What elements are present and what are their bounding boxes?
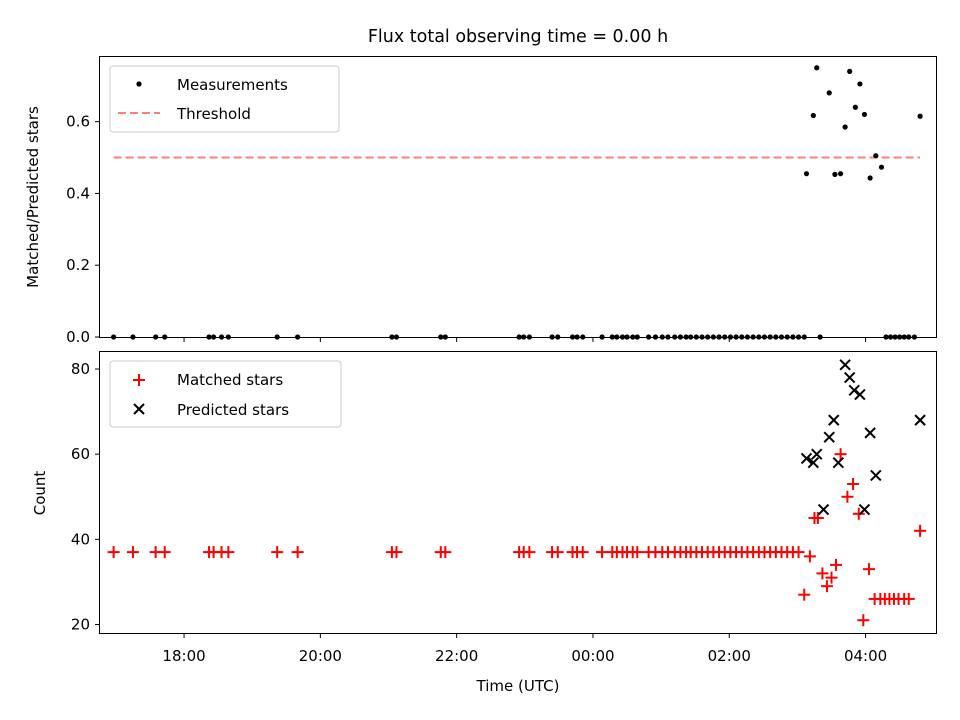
measurement-point [810, 112, 816, 119]
top-panel: 0.0 0.2 0.4 0.6 Matched/Predicted stars Mea… [24, 56, 937, 346]
bottom-ylabel: Count [31, 471, 49, 516]
measurement-point [832, 171, 838, 177]
bottom-xlabel: Time (UTC) [476, 677, 560, 695]
matched-star-point [803, 550, 816, 563]
legend-measurements-marker [136, 81, 142, 87]
measurement-point [803, 171, 810, 177]
predicted-star-point [854, 388, 866, 401]
top-y-ticks: 0.0 0.2 0.4 0.6 [66, 113, 100, 346]
top-legend-box [109, 65, 340, 133]
matched-star-point [596, 546, 609, 559]
matched-star-point [811, 512, 824, 525]
bottom-y-tick-label: 80 [71, 360, 90, 378]
predicted-star-point [832, 456, 845, 469]
predicted-star-point [811, 448, 823, 460]
legend-predicted-marker [133, 403, 145, 415]
matched-star-point [551, 546, 564, 559]
measurement-point [852, 104, 858, 110]
matched-star-point [222, 546, 235, 559]
predicted-star-point [848, 384, 860, 397]
bottom-legend-box [109, 360, 342, 428]
bottom-y-tick-label: 20 [71, 615, 90, 633]
measurement-point [867, 175, 873, 181]
bottom-x-tick-label: 22:00 [435, 647, 478, 665]
top-y-tick-label: 0.4 [66, 184, 90, 202]
top-y-tick-label: 0.2 [66, 256, 90, 274]
measurement-point [917, 113, 923, 119]
matched-star-point [107, 546, 120, 559]
legend-measurements-label: Measurements [177, 76, 288, 94]
bottom-x-tick-label: 20:00 [299, 647, 342, 665]
matched-star-point [631, 546, 644, 559]
matched-star-point [862, 563, 875, 576]
predicted-star-point [843, 371, 856, 384]
predicted-star-point [823, 431, 835, 443]
top-chart-title: Flux total observing time = 0.00 h [368, 27, 668, 47]
bottom-x-tick-label: 04:00 [844, 647, 887, 665]
top-legend: Measurements Threshold [109, 65, 340, 133]
predicted-star-point [807, 456, 820, 469]
matched-star-point [390, 546, 403, 559]
matched-star-point [798, 588, 811, 601]
matched-star-point [439, 546, 452, 559]
predicted-star-point [914, 414, 926, 426]
predicted-star-point [839, 359, 851, 371]
matched-star-point [834, 448, 847, 461]
measurement-point [847, 68, 853, 74]
matched-star-point [126, 546, 139, 559]
matched-star-point [857, 614, 870, 627]
bottom-axes-frame [99, 351, 937, 634]
predicted-star-point [858, 503, 871, 516]
predicted-star-point [817, 503, 830, 516]
matched-star-point [902, 592, 915, 605]
measurement-point [842, 124, 848, 130]
matched-star-point [291, 546, 304, 559]
matched-star-point [271, 546, 284, 559]
matched-star-point [914, 524, 927, 537]
top-y-tick-label: 0.6 [66, 113, 90, 131]
top-y-tick-label: 0.0 [66, 328, 90, 346]
predicted-star-point [828, 414, 840, 426]
matched-star-point [847, 477, 860, 490]
top-plot-area [111, 65, 923, 340]
bottom-x-ticks: 18:00 20:00 22:00 00:00 02:00 04:00 [162, 337, 887, 665]
bottom-x-tick-label: 00:00 [571, 647, 614, 665]
bottom-legend: Matched stars Predicted stars [109, 360, 342, 428]
predicted-star-point [864, 427, 876, 439]
legend-matched-label: Matched stars [177, 371, 283, 389]
measurement-point [814, 65, 820, 71]
measurement-point [857, 81, 863, 87]
matched-star-point [820, 580, 833, 593]
matched-star-point [825, 571, 838, 584]
predicted-star-point [800, 452, 813, 465]
bottom-y-tick-label: 40 [71, 530, 90, 548]
legend-matched-marker [133, 374, 145, 386]
bottom-y-ticks: 20 40 60 80 [71, 360, 100, 633]
matched-star-point [852, 507, 865, 520]
measurement-point [837, 171, 844, 177]
measurement-point [878, 164, 885, 170]
legend-threshold-label: Threshold [176, 105, 251, 123]
matched-star-point [576, 546, 589, 559]
measurement-point [873, 153, 879, 159]
matched-star-point [841, 490, 854, 503]
matched-star-point [816, 567, 829, 580]
matched-star-point [792, 546, 805, 559]
measurement-point [861, 111, 868, 118]
matched-star-point [158, 546, 171, 559]
bottom-plot-area [107, 359, 927, 627]
bottom-x-tick-label: 18:00 [162, 647, 205, 665]
bottom-x-tick-label: 02:00 [708, 647, 751, 665]
matched-star-point [830, 558, 843, 571]
bottom-y-tick-label: 60 [71, 445, 90, 463]
top-axes-frame [99, 56, 937, 338]
top-ylabel: Matched/Predicted stars [24, 106, 42, 288]
measurement-point [826, 90, 832, 96]
matched-star-point [523, 546, 536, 559]
legend-predicted-label: Predicted stars [177, 401, 289, 419]
predicted-star-point [870, 469, 882, 482]
